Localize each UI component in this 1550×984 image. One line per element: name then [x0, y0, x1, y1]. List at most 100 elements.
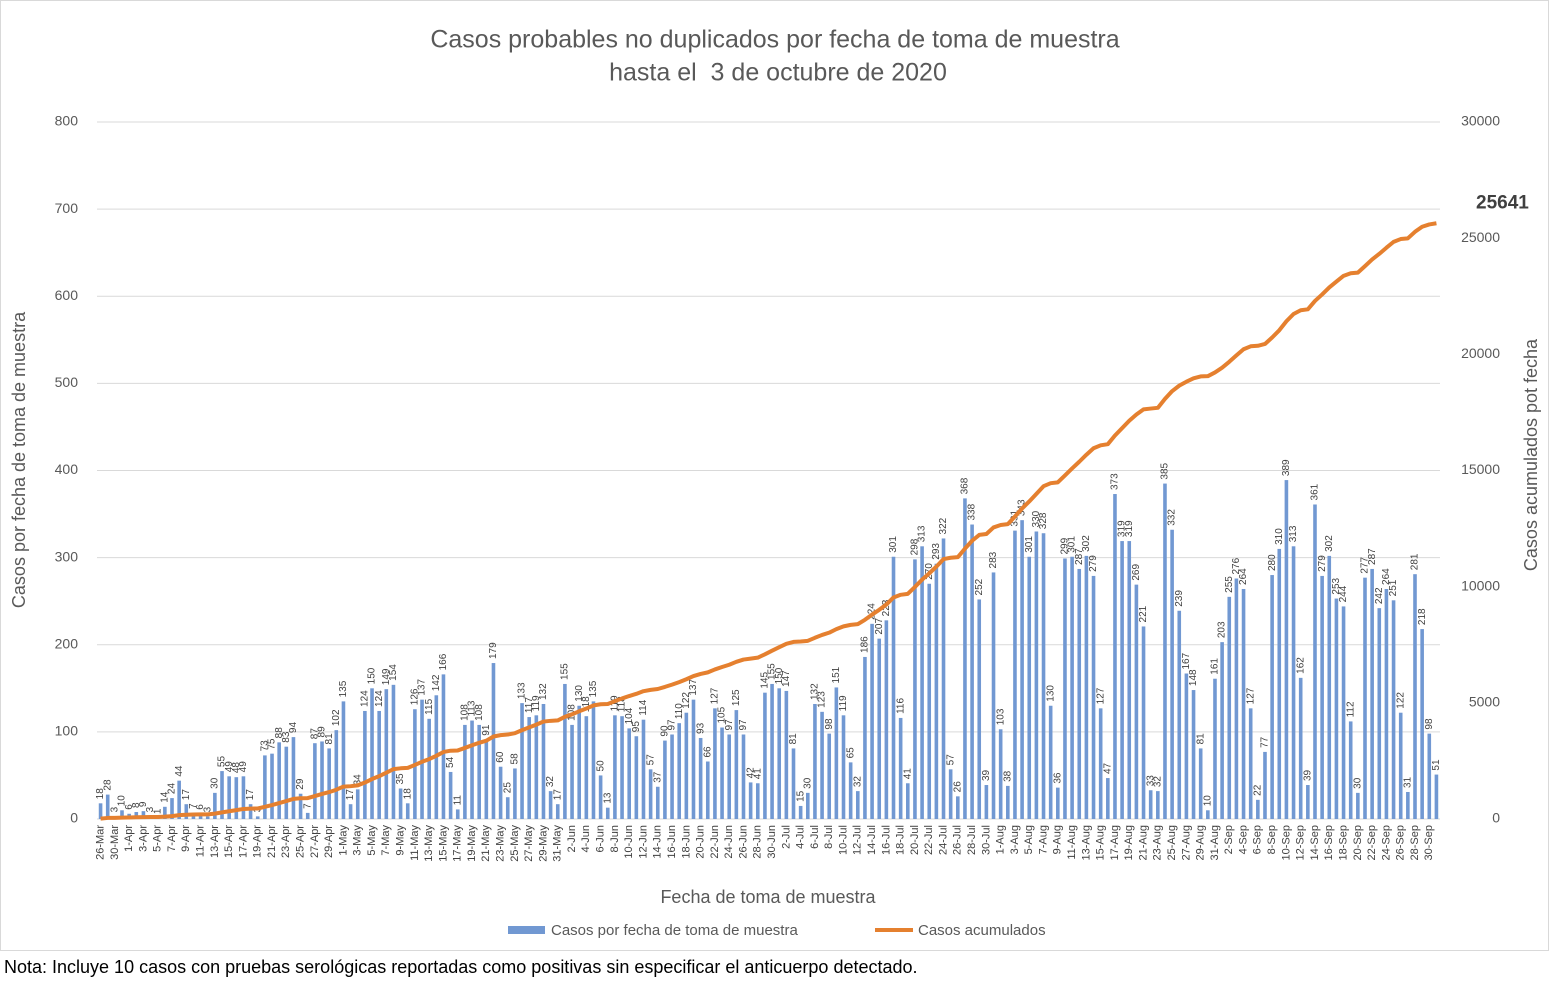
bar: [177, 780, 181, 819]
bar: [1384, 588, 1389, 819]
data-label: 54: [445, 756, 456, 768]
bar: [448, 771, 453, 819]
bar: [863, 656, 867, 819]
data-label: 77: [1260, 736, 1271, 748]
bar: [520, 703, 524, 819]
bar: [1127, 541, 1132, 819]
legend-swatch: [508, 926, 545, 934]
data-label: 133: [517, 682, 528, 699]
x-tick-label: 14-Jun: [652, 825, 664, 859]
bar: [734, 710, 739, 819]
data-label: 389: [1281, 459, 1292, 476]
bar: [1356, 792, 1360, 819]
data-label: 6: [195, 804, 206, 810]
bar: [1020, 520, 1024, 819]
x-tick-label: 29-Apr: [323, 825, 335, 858]
bar: [291, 737, 296, 819]
bar: [1106, 778, 1110, 819]
x-tick-label: 15-May: [437, 825, 449, 862]
bar: [327, 748, 331, 819]
bar: [1013, 530, 1017, 819]
bar: [1270, 575, 1274, 819]
data-label: 255: [1224, 576, 1235, 593]
y-tick-label: 100: [55, 723, 79, 739]
data-label: 29: [295, 778, 306, 790]
data-label: 310: [1274, 528, 1285, 545]
data-label: 108: [460, 704, 471, 721]
y-tick-label: 500: [55, 374, 79, 390]
data-label: 166: [438, 653, 449, 670]
x-tick-label: 6-Sep: [1252, 825, 1264, 854]
data-label: 127: [1245, 687, 1256, 704]
data-label: 149: [381, 668, 392, 685]
data-label: 30: [210, 777, 221, 789]
x-tick-label: 9-Apr: [180, 825, 192, 852]
y2-tick-label: 0: [1492, 810, 1500, 826]
data-label: 65: [845, 747, 856, 759]
data-label: 252: [974, 578, 985, 595]
bar: [620, 716, 624, 819]
data-label: 49: [224, 761, 235, 773]
bar: [841, 715, 846, 819]
data-label: 32: [545, 776, 556, 788]
data-label: 253: [1331, 577, 1342, 594]
bar: [684, 712, 689, 819]
x-tick-label: 18-Sep: [1337, 825, 1349, 860]
bar: [563, 683, 567, 819]
bar: [855, 791, 860, 819]
data-label: 30: [802, 777, 813, 789]
bar: [984, 785, 989, 819]
data-label: 18: [95, 788, 106, 800]
bar: [341, 701, 346, 819]
data-label: 57: [945, 754, 956, 766]
x-tick-label: 28-Sep: [1409, 825, 1421, 860]
bar: [941, 538, 946, 819]
y2-axis-title: Casos acumulados pot fecha: [1521, 338, 1541, 571]
x-tick-label: 7-Apr: [166, 825, 178, 852]
y-axis-title: Casos por fecha de toma de muestra: [9, 311, 29, 608]
x-tick-label: 8-Jun: [609, 825, 621, 853]
bar: [655, 786, 660, 819]
x-tick-label: 4-Jun: [580, 825, 592, 853]
bar: [1313, 504, 1317, 819]
bar: [1398, 712, 1403, 819]
x-tick-label: 30-Sep: [1423, 825, 1435, 860]
data-label: 123: [817, 691, 828, 708]
data-label: 91: [481, 724, 492, 736]
y-tick-label: 300: [55, 548, 79, 564]
data-label: 126: [410, 688, 421, 705]
bar: [548, 791, 553, 819]
data-label: 50: [595, 760, 606, 772]
bar: [505, 797, 510, 819]
bar: [513, 768, 517, 819]
data-label: 48: [231, 762, 242, 774]
x-tick-label: 3-May: [352, 825, 364, 856]
data-label: 98: [1424, 718, 1435, 730]
x-tick-label: 11-May: [409, 825, 421, 861]
bar: [1284, 480, 1289, 819]
data-label: 51: [1431, 759, 1442, 771]
data-label: 279: [1317, 555, 1328, 572]
data-label: 150: [774, 667, 785, 684]
bar: [1177, 610, 1182, 819]
data-label: 75: [267, 738, 278, 750]
data-label: 302: [1324, 535, 1335, 552]
bar: [334, 730, 339, 819]
data-label: 218: [1417, 608, 1428, 625]
bar: [1184, 673, 1189, 819]
data-label: 147: [781, 670, 792, 687]
bar: [1256, 799, 1260, 819]
bar: [705, 761, 710, 819]
bar: [648, 769, 653, 819]
bar: [998, 729, 1003, 819]
data-label: 17: [245, 789, 256, 801]
data-label: 132: [810, 683, 821, 700]
bar: [1063, 558, 1067, 819]
data-label: 41: [752, 768, 763, 780]
bar: [1363, 577, 1367, 819]
bar: [184, 804, 189, 819]
bar: [1156, 791, 1160, 819]
data-label: 186: [860, 636, 871, 653]
data-label: 112: [1345, 701, 1356, 717]
x-tick-label: 13-Apr: [209, 825, 221, 858]
